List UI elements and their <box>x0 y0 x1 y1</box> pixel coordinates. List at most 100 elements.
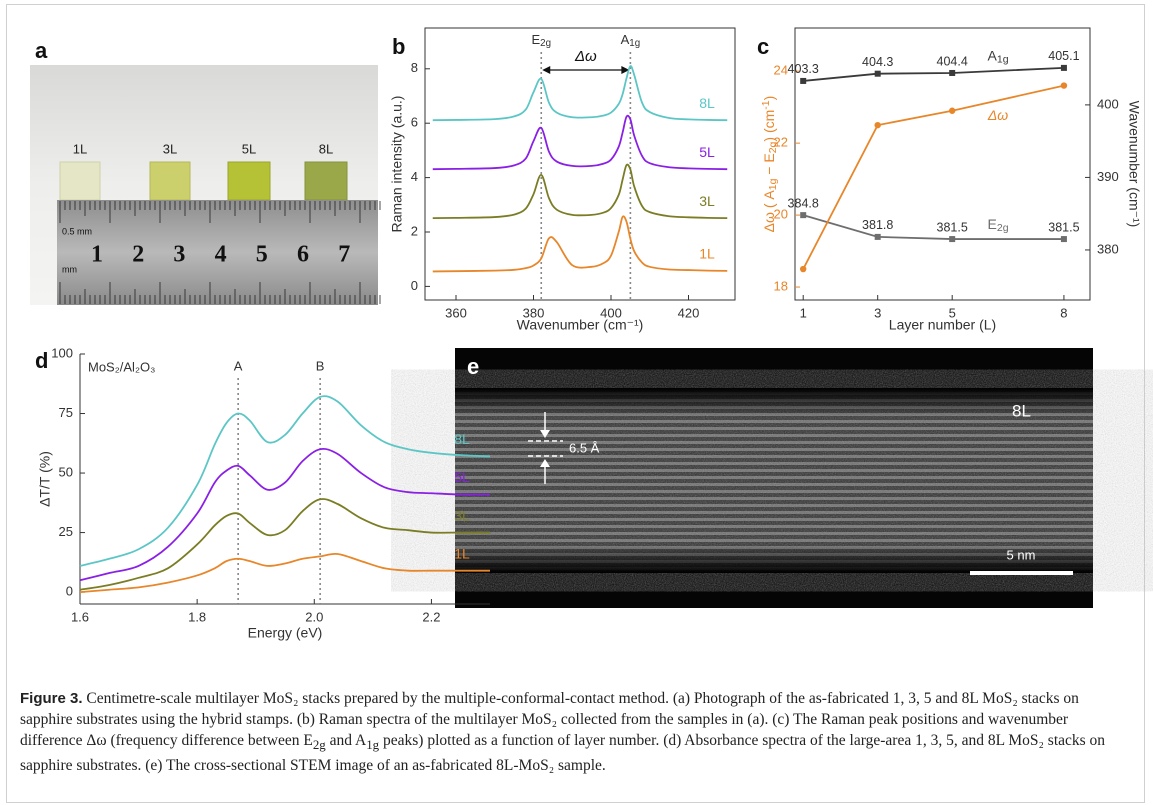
series-line <box>79 498 490 591</box>
series-line <box>803 66 1064 82</box>
sample-label: 8L <box>319 141 333 156</box>
caption-sub: 2g <box>312 737 326 753</box>
scale-bar <box>970 571 1073 575</box>
x-tick-label: 3 <box>874 305 881 320</box>
y2-tick-label: 390 <box>1097 169 1119 184</box>
figure-frame <box>6 4 1145 803</box>
series-label: 5L <box>454 469 470 485</box>
y-tick-label: 50 <box>59 464 73 479</box>
text-part: ) <box>761 96 777 101</box>
caption-text: peaks) plotted as a function of layer nu… <box>20 732 1106 775</box>
series-line <box>432 114 728 171</box>
text-part: A <box>621 32 630 47</box>
panel-letter: b <box>392 34 405 59</box>
series-label: Δω <box>987 107 1008 123</box>
series-line <box>79 395 491 567</box>
y-tick-label: 0 <box>66 584 73 599</box>
arrow-head <box>621 66 630 74</box>
series-line <box>432 215 728 273</box>
ruler-number: 5 <box>256 242 268 268</box>
y-tick-label: 18 <box>774 278 788 293</box>
text-part: ) (cm <box>761 110 777 142</box>
y-tick-label: 2 <box>411 223 418 238</box>
panel-e: e 8L 6.5 Å 5 nm <box>455 348 1093 608</box>
y-tick-label: 25 <box>59 524 73 539</box>
annotation: MoS₂/Al₂O₃ <box>88 359 155 374</box>
spacing-label: 6.5 Å <box>569 440 600 455</box>
reference-label: E2g <box>531 32 551 49</box>
x-tick-label: 2.0 <box>305 609 323 624</box>
text-part: 2g <box>997 222 1009 234</box>
layer-label: 8L <box>1012 401 1031 420</box>
sample-label: 1L <box>73 141 87 156</box>
text-part: − E <box>761 153 777 178</box>
series-label: 1L <box>699 246 715 262</box>
data-label: 384.8 <box>788 196 819 210</box>
y-axis-label: Δω ( A1g − E2g) (cm-1) <box>760 96 779 233</box>
y-tick-label: 24 <box>774 63 788 78</box>
data-label: 381.5 <box>937 220 968 234</box>
panel-letter: c <box>757 34 769 59</box>
text-part: 1g <box>629 38 640 49</box>
data-label: 404.3 <box>862 55 893 69</box>
caption-sub: 1g <box>366 737 380 753</box>
annotation: Δω <box>574 48 597 65</box>
sample-square <box>304 161 348 201</box>
ruler-ticks <box>59 201 381 304</box>
series-label: 3L <box>699 193 715 209</box>
series-label: 8L <box>699 95 715 111</box>
marker <box>874 70 881 77</box>
x-axis-label: Wavenumber (cm⁻¹) <box>517 317 644 333</box>
x-tick-label: 1.6 <box>71 609 89 624</box>
sample-square <box>227 161 271 201</box>
data-label: 403.3 <box>788 62 819 76</box>
series-label: 1L <box>454 545 470 561</box>
marker <box>949 236 956 243</box>
panel-letter: d <box>35 348 48 373</box>
series-line <box>432 65 728 122</box>
series-label: 3L <box>454 507 470 523</box>
sample-label: 5L <box>242 141 256 156</box>
y2-tick-label: 380 <box>1097 241 1119 256</box>
text-part: Δω ( A <box>761 190 777 233</box>
x-tick-label: 2.2 <box>422 609 440 624</box>
marker <box>948 107 956 114</box>
ruler-number: 2 <box>132 242 144 268</box>
marker <box>874 121 881 129</box>
y-tick-label: 75 <box>59 405 73 420</box>
x-tick-label: 5 <box>949 305 956 320</box>
series-label: A1g <box>988 47 1009 65</box>
figure: a e 8L 6.5 Å 5 nm 1L 3L 5L 8L 1 2 3 4 5 6 7 0.5 mm m… <box>30 27 1142 641</box>
arrow-head <box>540 430 550 438</box>
series-label: 8L <box>454 431 470 447</box>
x-tick-label: 1 <box>800 305 807 320</box>
ruler-unit: 0.5 mm <box>62 226 92 236</box>
text-part: -1 <box>760 100 772 109</box>
data-label: 405.1 <box>1048 49 1079 63</box>
y-axis-label: ΔT/T (%) <box>37 451 53 507</box>
ruler <box>57 200 378 305</box>
text-part: 2g <box>540 38 551 49</box>
marker <box>800 77 807 84</box>
x-axis-label: Layer number (L) <box>889 317 996 333</box>
arrow-head <box>542 66 551 74</box>
ruler-number: 7 <box>338 242 350 268</box>
text-part: A <box>988 47 998 63</box>
x-tick-label: 360 <box>445 305 467 320</box>
marker <box>800 212 807 219</box>
marker <box>1060 82 1068 89</box>
panel-a: a <box>30 38 381 305</box>
x-tick-label: 420 <box>678 305 700 320</box>
x-tick-label: 8 <box>1060 305 1067 320</box>
series-line <box>802 214 1064 240</box>
ruler-unit: mm <box>62 264 77 274</box>
text-part: 2g <box>767 141 779 153</box>
y2-axis-label: Wavenumber (cm⁻¹) <box>1126 101 1142 228</box>
data-label: 381.5 <box>1048 220 1079 234</box>
x-tick-label: 380 <box>523 305 545 320</box>
caption-label: Figure 3. <box>20 690 83 707</box>
text-part: E <box>531 32 540 47</box>
data-label: 404.4 <box>937 54 968 68</box>
y-tick-label: 8 <box>411 60 418 75</box>
y-tick-label: 0 <box>411 278 418 293</box>
